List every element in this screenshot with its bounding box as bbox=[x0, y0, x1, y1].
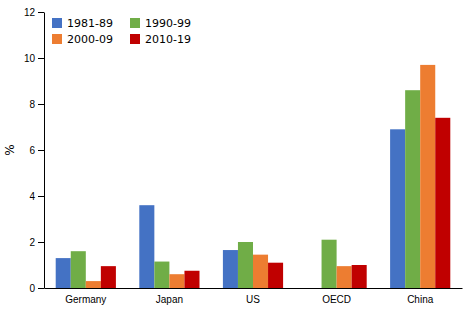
bar bbox=[154, 262, 169, 288]
y-tick: 10 bbox=[24, 53, 44, 64]
y-axis-line bbox=[44, 13, 45, 289]
y-tick-label: 6 bbox=[29, 145, 35, 156]
y-tick-mark bbox=[38, 12, 44, 13]
legend-label: 2010-19 bbox=[145, 33, 191, 46]
y-tick: 8 bbox=[29, 99, 44, 110]
legend-label: 1990-99 bbox=[145, 17, 191, 30]
legend-swatch bbox=[52, 34, 62, 44]
y-tick-label: 10 bbox=[24, 53, 36, 64]
legend-label: 2000-09 bbox=[67, 33, 113, 46]
legend-item: 1990-99 bbox=[130, 17, 191, 30]
y-tick: 2 bbox=[29, 237, 44, 248]
bar-series bbox=[101, 118, 450, 288]
legend-label: 1981-89 bbox=[67, 17, 113, 30]
bar bbox=[322, 240, 337, 288]
y-tick-label: 12 bbox=[24, 7, 36, 18]
bar bbox=[420, 65, 435, 288]
y-axis: 0 2 4 6 8 10 12 bbox=[24, 7, 45, 294]
bar bbox=[435, 118, 450, 288]
x-tick: China bbox=[407, 294, 434, 305]
bar bbox=[101, 266, 116, 288]
y-tick-mark bbox=[38, 150, 44, 151]
legend: 1981-89 1990-99 2000-09 2010-19 bbox=[52, 17, 191, 46]
bar bbox=[307, 288, 322, 289]
bar bbox=[86, 281, 101, 288]
bar bbox=[56, 258, 71, 288]
legend-item: 1981-89 bbox=[52, 17, 113, 30]
y-tick-label: 4 bbox=[29, 191, 35, 202]
y-tick-label: 2 bbox=[29, 237, 35, 248]
bar bbox=[223, 250, 238, 288]
y-tick-label: 8 bbox=[29, 99, 35, 110]
bar-series bbox=[86, 65, 435, 288]
x-tick-label: China bbox=[407, 294, 434, 305]
x-tick: Japan bbox=[156, 294, 183, 305]
legend-swatch bbox=[130, 18, 140, 28]
y-tick-mark bbox=[38, 242, 44, 243]
bar bbox=[390, 129, 405, 288]
x-tick-label: OECD bbox=[322, 294, 351, 305]
legend-item: 2010-19 bbox=[130, 33, 191, 46]
bar-series bbox=[71, 90, 420, 288]
bar bbox=[253, 255, 268, 288]
legend-item: 2000-09 bbox=[52, 33, 113, 46]
legend-swatch bbox=[130, 34, 140, 44]
bar bbox=[352, 265, 367, 288]
bar bbox=[238, 242, 253, 288]
legend-swatch bbox=[52, 18, 62, 28]
bar-series bbox=[56, 129, 405, 288]
x-tick-label: Germany bbox=[65, 294, 106, 305]
x-axis: Germany Japan US OECD China bbox=[45, 289, 463, 306]
y-tick: 0 bbox=[29, 283, 44, 294]
y-tick-mark bbox=[38, 196, 44, 197]
bar bbox=[337, 266, 352, 288]
bar bbox=[71, 251, 86, 288]
x-axis-line bbox=[45, 288, 463, 289]
x-tick-label: Japan bbox=[156, 294, 183, 305]
bar bbox=[169, 274, 184, 288]
plot: 024681012GermanyJapanUSOECDChina1981-891… bbox=[24, 7, 463, 305]
bar bbox=[405, 90, 420, 288]
x-tick: OECD bbox=[322, 294, 351, 305]
y-tick-mark bbox=[38, 288, 44, 289]
y-tick-label: 0 bbox=[29, 283, 35, 294]
y-tick-mark bbox=[38, 104, 44, 105]
y-tick-mark bbox=[38, 58, 44, 59]
x-tick: Germany bbox=[65, 294, 106, 305]
x-tick: US bbox=[246, 294, 260, 305]
bar bbox=[268, 263, 283, 288]
y-tick: 4 bbox=[29, 191, 44, 202]
chart: 024681012GermanyJapanUSOECDChina1981-891… bbox=[0, 0, 474, 318]
y-tick: 6 bbox=[29, 145, 44, 156]
bar bbox=[184, 271, 199, 288]
y-axis-title: % bbox=[3, 144, 17, 155]
bars bbox=[56, 65, 451, 288]
y-tick: 12 bbox=[24, 7, 44, 18]
x-tick-label: US bbox=[246, 294, 260, 305]
bar bbox=[139, 205, 154, 288]
